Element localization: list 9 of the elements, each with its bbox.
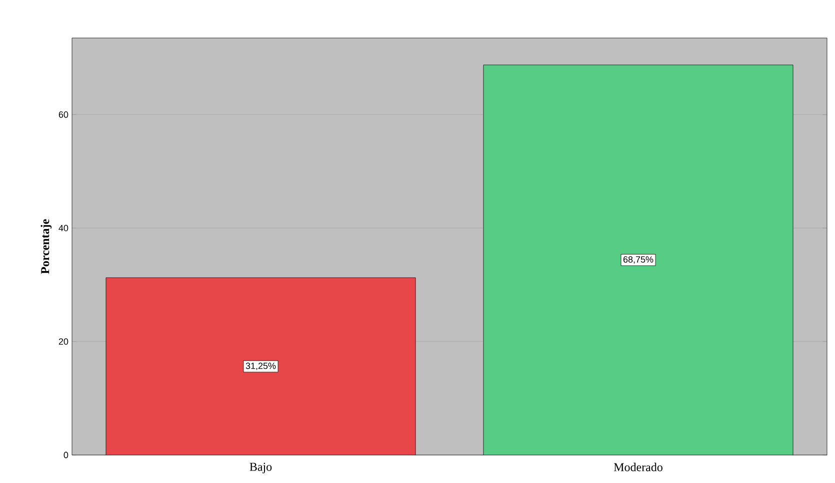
y-tick-label: 40 xyxy=(58,224,68,232)
x-tick-label: Bajo xyxy=(250,462,272,474)
y-axis-title: Porcentaje xyxy=(40,219,52,274)
y-tick-label: 0 xyxy=(64,452,68,458)
x-tick-label: Moderado xyxy=(614,462,662,472)
data-label: 31,25% xyxy=(246,362,276,370)
y-tick-label: 60 xyxy=(58,111,68,118)
data-label: 68,75% xyxy=(623,256,654,264)
y-tick-label: 20 xyxy=(58,338,68,345)
